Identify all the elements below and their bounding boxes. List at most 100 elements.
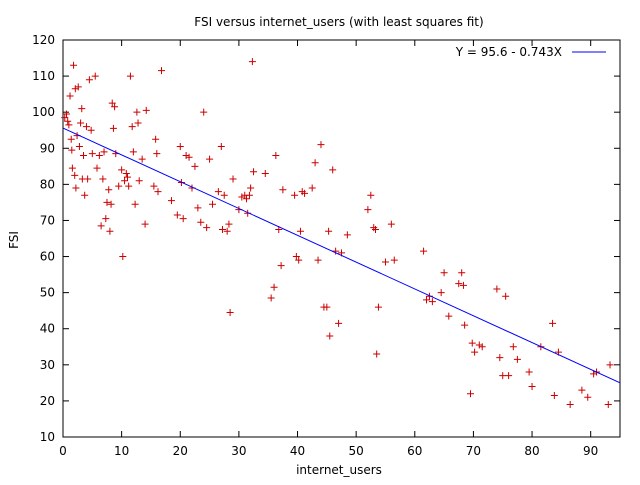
data-point	[191, 162, 199, 170]
data-point	[505, 372, 513, 380]
data-point	[250, 168, 258, 176]
data-point	[243, 195, 251, 203]
data-point	[71, 171, 79, 179]
data-point	[471, 348, 479, 356]
data-point	[229, 175, 237, 183]
data-point	[513, 355, 521, 363]
data-point	[194, 204, 202, 212]
data-point	[372, 225, 380, 233]
data-point	[440, 269, 448, 277]
data-point	[291, 191, 299, 199]
data-point	[87, 126, 95, 134]
y-tick-label: 100	[32, 105, 55, 119]
data-point	[100, 148, 108, 156]
data-point	[566, 401, 574, 409]
y-tick-label: 70	[40, 213, 55, 227]
data-point	[325, 227, 333, 235]
legend: Y = 95.6 - 0.743X	[455, 45, 606, 59]
data-point	[238, 193, 246, 201]
data-points	[61, 58, 614, 409]
data-point	[93, 164, 101, 172]
data-point	[248, 58, 256, 66]
data-point	[445, 312, 453, 320]
y-tick-label: 20	[40, 394, 55, 408]
data-point	[550, 391, 558, 399]
data-point	[118, 166, 126, 174]
data-point	[292, 253, 300, 261]
data-point	[478, 343, 486, 351]
data-point	[370, 224, 378, 232]
data-point	[279, 186, 287, 194]
data-point	[182, 151, 190, 159]
data-point	[64, 117, 72, 125]
data-point	[154, 188, 162, 196]
x-tick-label: 90	[583, 444, 598, 458]
data-point	[367, 191, 375, 199]
data-point	[107, 200, 115, 208]
data-point	[95, 151, 103, 159]
data-point	[80, 151, 88, 159]
data-point	[423, 296, 431, 304]
data-point	[158, 67, 166, 75]
data-point	[125, 182, 133, 190]
legend-label: Y = 95.6 - 0.743X	[455, 45, 562, 59]
data-point	[270, 283, 278, 291]
data-point	[308, 184, 316, 192]
data-point	[390, 256, 398, 264]
data-point	[374, 303, 382, 311]
data-point	[75, 142, 83, 150]
data-point	[295, 256, 303, 264]
plot-frame	[62, 39, 621, 438]
data-point	[71, 85, 79, 93]
data-point	[82, 123, 90, 131]
data-point	[134, 119, 142, 127]
data-point	[129, 148, 137, 156]
x-tick-label: 0	[59, 444, 67, 458]
data-point	[97, 222, 105, 230]
data-point	[200, 108, 208, 116]
y-tick-label: 110	[32, 69, 55, 83]
y-tick-label: 50	[40, 286, 55, 300]
data-point	[578, 386, 586, 394]
data-point	[108, 99, 116, 107]
data-point	[606, 361, 614, 369]
data-point	[218, 225, 226, 233]
data-point	[138, 155, 146, 163]
data-point	[509, 343, 517, 351]
data-point	[461, 321, 469, 329]
data-point	[296, 227, 304, 235]
data-point	[81, 191, 89, 199]
y-tick-label: 10	[40, 430, 55, 444]
data-point	[197, 218, 205, 226]
data-point	[217, 142, 225, 150]
data-point	[68, 146, 76, 154]
data-point	[66, 92, 74, 100]
data-point	[122, 170, 130, 178]
data-point	[272, 151, 280, 159]
data-point	[67, 135, 75, 143]
fit-line-group	[62, 127, 621, 384]
data-point	[277, 262, 285, 270]
data-point	[245, 191, 253, 199]
data-point	[142, 106, 150, 114]
data-point	[329, 166, 337, 174]
x-tick-label: 30	[231, 444, 246, 458]
data-point	[458, 269, 466, 277]
data-point	[99, 175, 107, 183]
data-point	[103, 198, 111, 206]
data-point	[153, 150, 161, 158]
data-point	[102, 215, 110, 223]
data-point	[223, 227, 231, 235]
data-point	[267, 294, 275, 302]
data-point	[466, 390, 474, 398]
x-tick-label: 20	[173, 444, 188, 458]
y-tick-label: 80	[40, 177, 55, 191]
x-tick-label: 40	[290, 444, 305, 458]
data-point	[502, 292, 510, 300]
data-point	[135, 177, 143, 185]
data-point	[214, 188, 222, 196]
data-point	[493, 285, 501, 293]
data-point	[131, 200, 139, 208]
data-point	[468, 339, 476, 347]
data-point	[437, 289, 445, 297]
